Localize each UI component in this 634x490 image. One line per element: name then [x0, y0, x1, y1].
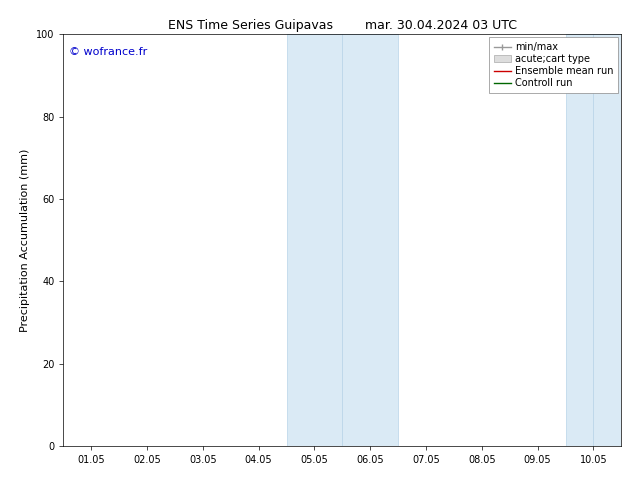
Title: ENS Time Series Guipavas        mar. 30.04.2024 03 UTC: ENS Time Series Guipavas mar. 30.04.2024… — [168, 19, 517, 32]
Legend: min/max, acute;cart type, Ensemble mean run, Controll run: min/max, acute;cart type, Ensemble mean … — [489, 37, 618, 93]
Text: © wofrance.fr: © wofrance.fr — [69, 47, 147, 57]
Bar — [287, 34, 342, 446]
Bar — [566, 34, 593, 446]
Bar — [593, 34, 621, 446]
Y-axis label: Precipitation Accumulation (mm): Precipitation Accumulation (mm) — [20, 148, 30, 332]
Bar — [342, 34, 398, 446]
